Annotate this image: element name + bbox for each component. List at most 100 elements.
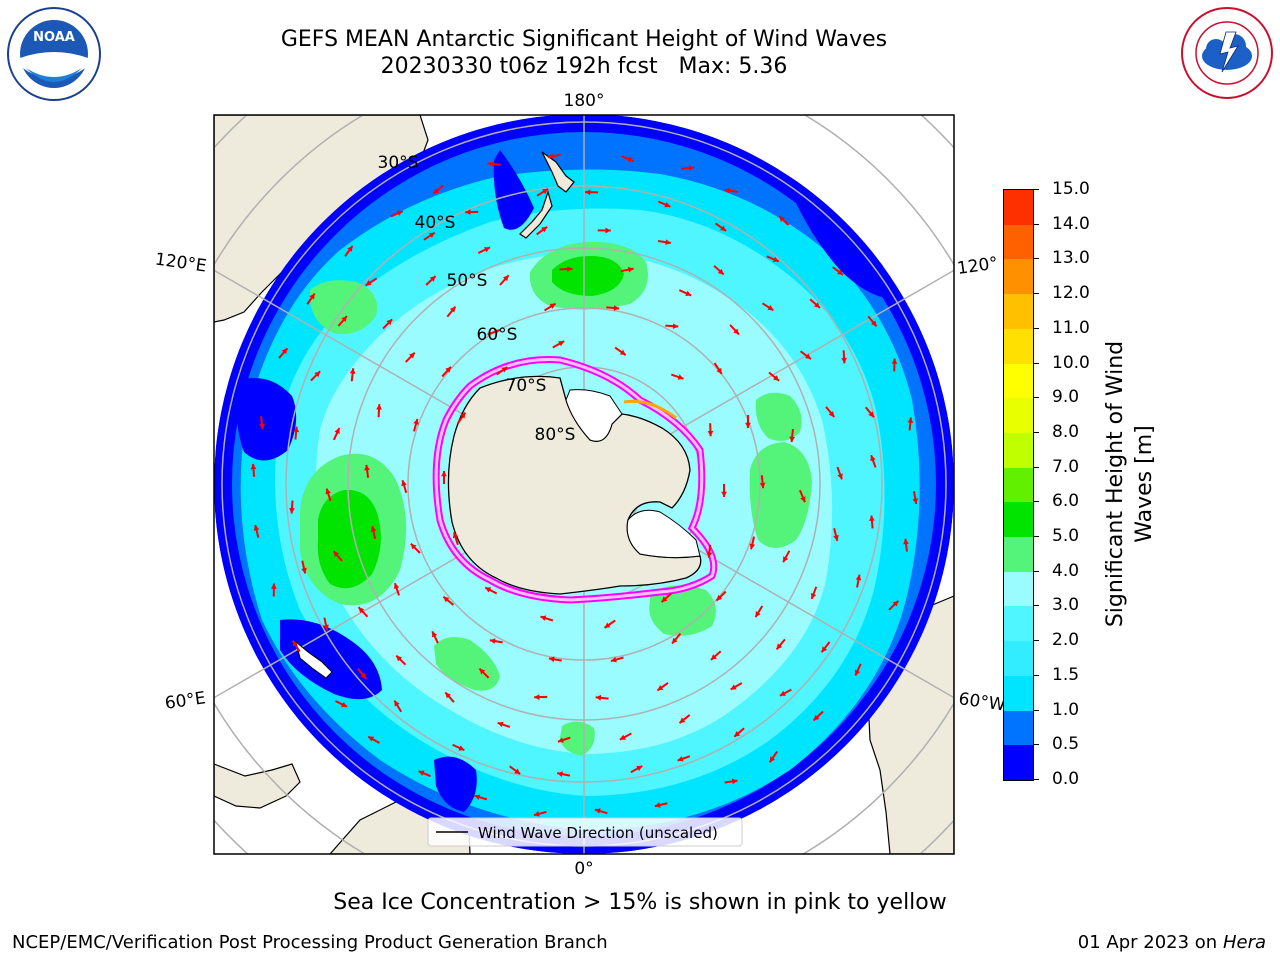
colorbar-segment xyxy=(1004,432,1033,468)
wave-arrow-head xyxy=(685,290,692,296)
wave-arrow-head xyxy=(679,717,686,724)
wave-arrow-head xyxy=(855,574,862,581)
wave-arrow-head xyxy=(841,357,847,364)
lon-label-120w: 120° xyxy=(956,253,999,279)
colorbar-segment xyxy=(1004,537,1033,572)
wave-arrow-head xyxy=(418,770,425,776)
wave-arrow-head xyxy=(557,737,564,743)
wave-arrow-head xyxy=(465,209,471,215)
wave-arrow-head xyxy=(837,473,843,480)
wave-arrow-head xyxy=(813,714,820,721)
wave-arrow-head xyxy=(907,417,914,423)
colorbar-tick: 13.0 xyxy=(1033,249,1090,267)
wave-arrow-head xyxy=(769,756,776,763)
wave-arrow-head xyxy=(821,646,828,653)
wave-arrow-head xyxy=(772,256,779,262)
wave-arrow-head xyxy=(281,348,288,355)
colorbar-segment xyxy=(1004,571,1033,607)
wave-arrow-head xyxy=(605,227,611,234)
noaa-logo-text: NOAA xyxy=(33,30,75,45)
colorbar-segment xyxy=(1004,328,1033,364)
wave-arrow-head xyxy=(810,593,817,599)
map-frame xyxy=(213,114,955,855)
lon-label-60w: 60°W xyxy=(957,689,1006,715)
wave-arrow-head xyxy=(716,367,722,374)
wave-arrow-head xyxy=(672,637,678,644)
wave-arrow-head xyxy=(710,654,717,660)
colorbar-segment xyxy=(1004,606,1033,642)
wind-wave-arrows xyxy=(250,153,919,817)
colorbar-tick: 3.0 xyxy=(1033,596,1079,614)
nws-logo xyxy=(1181,7,1273,99)
wave-arrow-head xyxy=(484,247,491,253)
colorbar-segment xyxy=(1004,259,1033,295)
wave-arrow-head xyxy=(459,412,466,419)
wave-arrow-head xyxy=(654,802,661,808)
footer-date: 01 Apr 2023 on Hera xyxy=(1078,932,1266,953)
wave-arrow-head xyxy=(567,266,573,272)
wave-arrow-head xyxy=(250,463,257,470)
lon-label-0: 0° xyxy=(574,859,593,879)
colorbar-segment xyxy=(1004,467,1033,503)
footer-credit: NCEP/EMC/Verification Post Processing Pr… xyxy=(12,932,608,953)
legend-label: Wind Wave Direction (unscaled) xyxy=(478,824,718,842)
wave-arrow-head xyxy=(814,302,820,308)
wave-arrow-head xyxy=(776,643,783,650)
wave-arrow-head xyxy=(428,232,435,238)
colorbar-tick: 0.5 xyxy=(1033,735,1079,753)
wave-arrow-head xyxy=(688,165,695,171)
wave-arrow-head xyxy=(314,371,321,378)
wave-arrow-head xyxy=(334,427,340,434)
wave-arrow-head xyxy=(657,685,664,691)
colorbar-tick: 2.0 xyxy=(1033,631,1079,649)
wave-arrow-head xyxy=(854,669,861,676)
wave-arrow-head xyxy=(665,239,671,246)
colorbar-label-line1: Significant Height of Wind xyxy=(1103,340,1128,628)
colorbar-segment xyxy=(1004,363,1033,399)
wave-arrow-head xyxy=(449,306,456,313)
wave-arrow-head xyxy=(270,583,277,589)
wave-arrow-head xyxy=(749,543,756,550)
wave-arrow-head xyxy=(755,611,761,618)
wave-arrow-head xyxy=(259,423,265,430)
colorbar-tick: 8.0 xyxy=(1033,423,1079,441)
wave-arrow-head xyxy=(479,668,486,675)
colorbar-tick: 1.5 xyxy=(1033,666,1079,684)
wave-arrow-head xyxy=(396,655,402,662)
wave-arrow-head xyxy=(533,811,540,817)
wave-arrow-head xyxy=(783,556,789,563)
wave-arrow-head xyxy=(301,567,307,574)
wave-arrow-head xyxy=(734,731,741,737)
colorbar-tick: 14.0 xyxy=(1033,215,1090,233)
wave-arrow-head xyxy=(868,411,874,418)
wave-arrow-head xyxy=(364,464,370,471)
wave-arrow-head xyxy=(759,482,766,489)
wave-arrow-head xyxy=(253,525,260,531)
wave-arrow-head xyxy=(805,353,811,360)
colorbar-segment xyxy=(1004,502,1033,538)
colorbar-tick: 5.0 xyxy=(1033,527,1079,545)
wave-arrow-head xyxy=(376,404,382,410)
wave-arrow-head xyxy=(341,701,348,707)
wave-arrow-head xyxy=(541,226,548,233)
wave-arrow-head xyxy=(292,640,298,647)
wave-arrow-head xyxy=(358,607,365,614)
wave-arrow-head xyxy=(401,480,407,487)
wave-arrow-head xyxy=(731,778,738,785)
map-title: GEFS MEAN Antarctic Significant Height o… xyxy=(280,27,888,52)
wave-arrow-head xyxy=(289,508,295,514)
lat-label-50s: 50°S xyxy=(447,271,488,291)
wave-arrow-head xyxy=(717,268,724,275)
colorbar-segment xyxy=(1004,675,1033,711)
colorbar-tick: 0.0 xyxy=(1033,770,1079,788)
wave-arrow-head xyxy=(429,276,436,282)
wave-arrow-head xyxy=(325,488,331,495)
map-subtitle: 20230330 t06z 192h fcst Max: 5.36 xyxy=(380,54,788,79)
wave-arrow-head xyxy=(828,411,835,418)
colorbar-tick: 6.0 xyxy=(1033,492,1079,510)
wave-arrow-head xyxy=(779,690,786,696)
wave-arrow-head xyxy=(341,316,347,323)
colorbar-segment xyxy=(1004,398,1033,433)
wave-arrow-head xyxy=(800,496,806,503)
colorbar-tick: 4.0 xyxy=(1033,562,1079,580)
